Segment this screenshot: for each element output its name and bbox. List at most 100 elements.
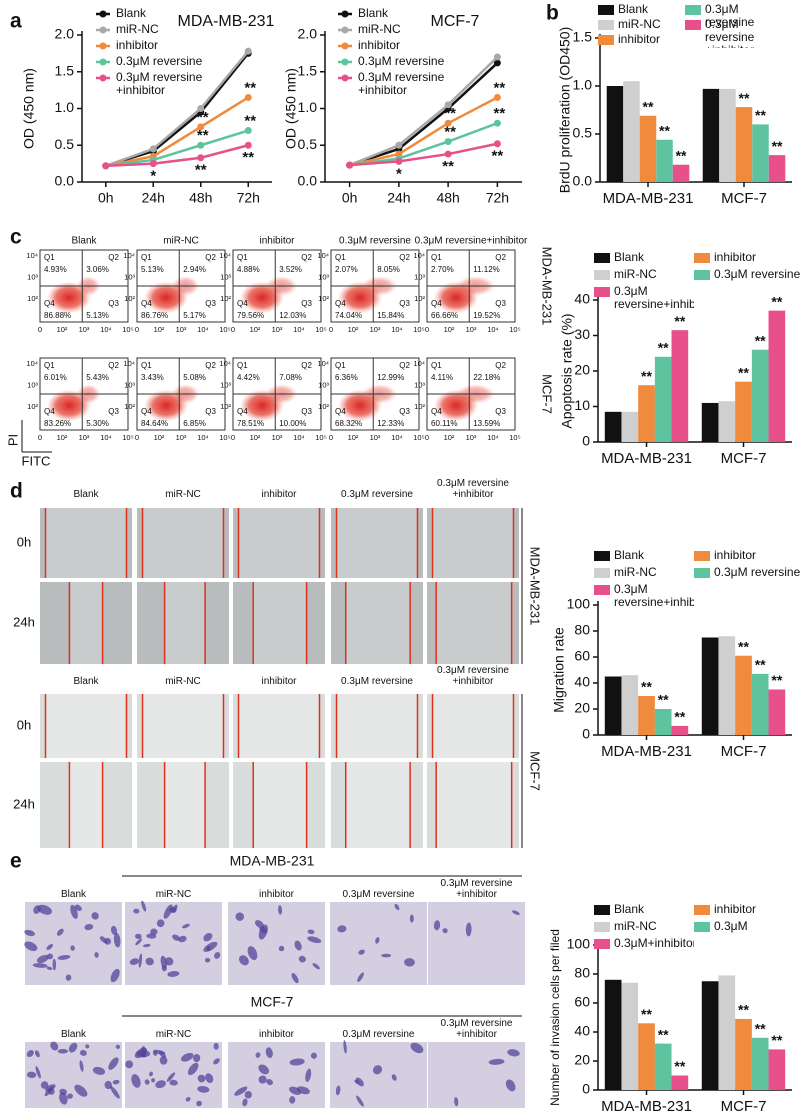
cell-stain xyxy=(433,920,441,931)
bar xyxy=(604,676,622,735)
quadrant-name: Q1 xyxy=(237,253,248,262)
cell-stain xyxy=(131,1074,141,1088)
quadrant-percent: 12.33% xyxy=(377,419,404,428)
bar xyxy=(718,975,736,1090)
bar xyxy=(701,981,719,1090)
cell-stain xyxy=(197,1074,206,1083)
point xyxy=(444,101,452,109)
legend-label: 0.3μM reversine+inhibitor xyxy=(614,285,694,311)
scratch-column-title-box: 0.3μM reversine xyxy=(341,489,413,500)
bar xyxy=(638,1023,655,1090)
quadrant-percent: 66.66% xyxy=(431,311,458,320)
cell-stain xyxy=(242,1098,248,1107)
transwell-column-title: Blank xyxy=(60,1029,86,1040)
cell-stain xyxy=(169,1079,178,1086)
transwell-column-title-box: 0.3μM reversine xyxy=(343,1029,415,1040)
flow-y-tick: 10² xyxy=(318,294,329,303)
cell-stain xyxy=(74,904,82,911)
legend-swatch xyxy=(598,5,614,15)
transwell-column-title-box: inhibitor xyxy=(259,1029,294,1040)
legend-label-box: 0.3μM reversine xyxy=(705,3,754,29)
flow-x-tick: 0 xyxy=(38,325,42,334)
bar xyxy=(701,637,719,735)
scratch-gap xyxy=(436,762,512,848)
scratch-column-title-box: inhibitor xyxy=(261,676,296,687)
flow-x-tick: 0 xyxy=(425,325,429,334)
scratch-column-title-box: 0.3μM reversine +inhibitor xyxy=(437,665,509,687)
cell-stain xyxy=(79,1060,84,1072)
flow-y-tick: 10⁴ xyxy=(26,251,38,260)
scratch-gap xyxy=(432,508,514,578)
y-tick-label: 40 xyxy=(574,1023,590,1039)
quadrant-percent: 8.05% xyxy=(377,265,400,274)
significance: ** xyxy=(771,1032,782,1048)
cell-stain xyxy=(454,1097,459,1107)
y-axis-label: OD (450 nm) xyxy=(21,68,37,149)
transwell-image xyxy=(330,902,427,985)
flow-x-tick: 10² xyxy=(57,433,68,442)
transwell-image xyxy=(228,902,325,985)
flow-x-tick: 0 xyxy=(425,433,429,442)
flow-x-tick: 10² xyxy=(154,433,165,442)
flow-y-tick: 10⁴ xyxy=(26,359,38,368)
bar xyxy=(735,655,752,735)
y-tick-label: 0.5 xyxy=(573,125,593,141)
quadrant-percent: 15.84% xyxy=(377,311,404,320)
cell-stain xyxy=(84,923,94,931)
quadrant-percent: 84.64% xyxy=(141,419,168,428)
significance: ** xyxy=(244,79,256,96)
cell-stain xyxy=(465,922,472,937)
cell-stain xyxy=(381,953,392,958)
bar xyxy=(702,88,720,182)
quadrant-percent: 6.36% xyxy=(335,373,358,382)
panel-label: e xyxy=(10,850,22,873)
bar xyxy=(718,636,736,735)
cell-stain xyxy=(247,946,258,961)
cell-stain xyxy=(204,957,211,963)
scratch-column-title: inhibitor xyxy=(261,489,297,500)
quadrant-name: Q2 xyxy=(205,253,216,262)
significance: * xyxy=(150,168,156,185)
legend-label: inhibitor xyxy=(714,549,757,562)
scratch-gap xyxy=(45,508,127,578)
scratch-gap xyxy=(336,694,418,758)
flow-column-title: Blank xyxy=(71,236,97,247)
quadrant-name: Q4 xyxy=(44,407,55,416)
transwell-image xyxy=(25,1042,122,1108)
legend-label: Blank xyxy=(358,7,389,20)
significance: ** xyxy=(641,1006,652,1022)
y-tick-label: 30 xyxy=(574,326,590,342)
cell-line-title: MCF-7 xyxy=(251,994,294,1010)
flow-y-tick: 10³ xyxy=(318,273,329,282)
flow-y-tick: 10² xyxy=(27,402,38,411)
time-label: 24h xyxy=(13,614,35,629)
cell-stain xyxy=(289,1096,296,1104)
y-tick-label: 0 xyxy=(582,433,590,449)
legend-label-box: 0.3μM reversine+inhibitor xyxy=(614,285,694,311)
legend-label-box: 0.3μM reversine xyxy=(714,268,800,281)
significance: ** xyxy=(755,332,766,348)
point xyxy=(493,53,501,61)
flow-y-tick: 10² xyxy=(124,402,135,411)
flow-x-tick: 10⁴ xyxy=(487,325,499,334)
point xyxy=(197,105,205,112)
panel-label: d xyxy=(10,480,23,503)
x-tick-label: MDA-MB-231 xyxy=(601,743,692,760)
significance: ** xyxy=(494,79,506,96)
legend-label: 0.3μM reversine xyxy=(714,268,800,281)
quadrant-percent: 74.04% xyxy=(335,311,362,320)
flow-y-tick: 10⁴ xyxy=(413,359,425,368)
legend-label: inhibitor xyxy=(618,33,661,46)
scratch-column-title: 0.3μM reversine xyxy=(341,489,413,500)
cell-stain xyxy=(94,952,99,958)
transwell-column-title: inhibitor xyxy=(258,889,295,900)
cell-stain xyxy=(46,966,53,971)
legend-swatch xyxy=(598,35,614,45)
significance: ** xyxy=(658,1026,669,1042)
flow-x-tick: 10³ xyxy=(272,433,283,442)
cell-stain xyxy=(356,1095,364,1107)
quadrant-name: Q3 xyxy=(301,407,312,416)
transwell-column-title-box: 0.3μM reversine xyxy=(343,889,415,900)
flow-y-tick: 10⁴ xyxy=(219,359,231,368)
cell-stain xyxy=(149,1071,154,1077)
